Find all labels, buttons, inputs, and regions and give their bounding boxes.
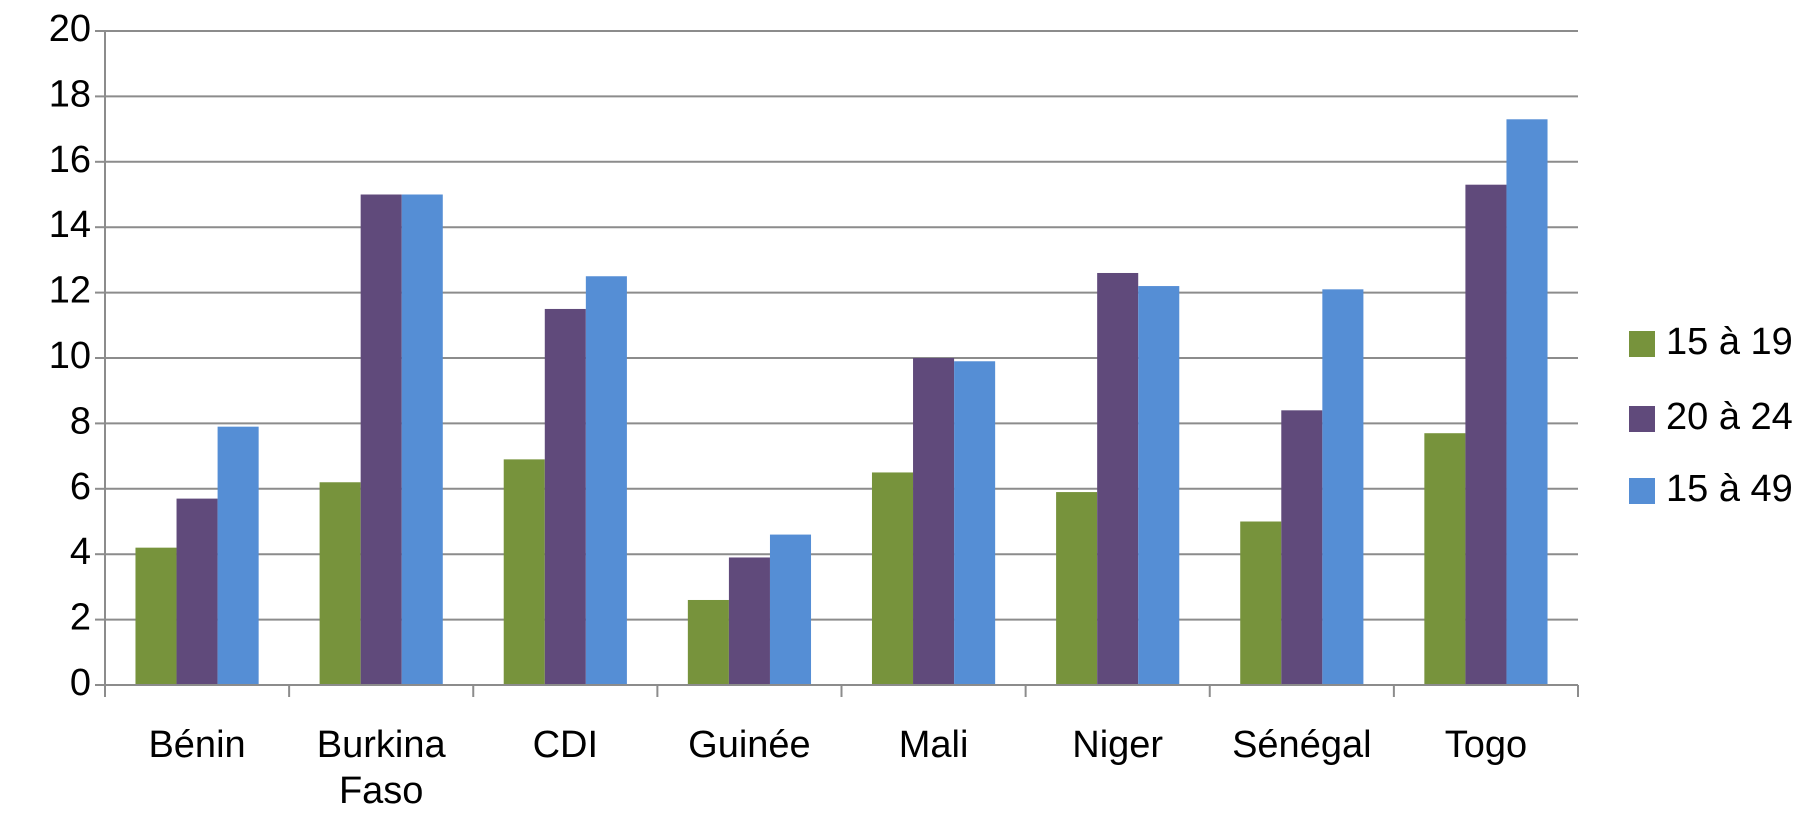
legend-swatch: [1629, 406, 1655, 432]
bar: [1506, 119, 1548, 686]
y-tick-label: 4: [70, 531, 91, 573]
bar: [1465, 184, 1507, 685]
bar: [135, 547, 177, 685]
y-tick-label: 20: [49, 8, 91, 50]
x-tick-label: Niger: [1072, 724, 1163, 766]
bar: [503, 459, 545, 685]
bar: [1424, 433, 1466, 685]
x-tick-label: Togo: [1445, 724, 1527, 766]
y-tick-label: 2: [70, 597, 91, 639]
legend-swatch: [1629, 478, 1655, 504]
bar: [1240, 521, 1282, 685]
y-tick-label: 10: [49, 335, 91, 377]
bar: [728, 557, 770, 685]
bar: [687, 599, 729, 685]
bar: [769, 534, 812, 685]
legend-label: 15 à 49: [1666, 468, 1793, 510]
y-tick-label: 18: [49, 73, 91, 115]
x-tick-label: Mali: [899, 724, 969, 766]
x-tick-label: Guinée: [688, 724, 811, 766]
bar: [954, 361, 996, 685]
bar: [1138, 286, 1180, 685]
y-tick-label: 12: [49, 270, 91, 312]
x-tick-label: Burkina Faso: [317, 724, 447, 812]
bar: [176, 498, 218, 685]
bar: [1056, 492, 1098, 685]
y-tick-label: 14: [49, 204, 91, 246]
bar: [544, 308, 586, 685]
legend-swatch: [1629, 331, 1655, 357]
x-tick-label: Sénégal: [1232, 724, 1371, 766]
y-tick-label: 6: [70, 466, 91, 508]
bar: [401, 194, 443, 685]
y-tick-label: 16: [49, 139, 91, 181]
y-tick-label: 0: [70, 662, 91, 704]
legend-label: 15 à 19: [1666, 321, 1793, 363]
bar: [1097, 272, 1139, 685]
bar: [585, 276, 627, 685]
bar: [871, 472, 914, 685]
bar: [217, 426, 259, 685]
bar: [913, 358, 955, 685]
bar: [1322, 289, 1364, 685]
x-tick-label: CDI: [533, 724, 598, 766]
bar: [319, 482, 361, 685]
bar: [360, 194, 402, 685]
x-tick-label: Bénin: [148, 724, 245, 766]
legend-label: 20 à 24: [1666, 396, 1793, 438]
y-tick-label: 8: [70, 400, 91, 442]
bar: [1281, 410, 1323, 685]
